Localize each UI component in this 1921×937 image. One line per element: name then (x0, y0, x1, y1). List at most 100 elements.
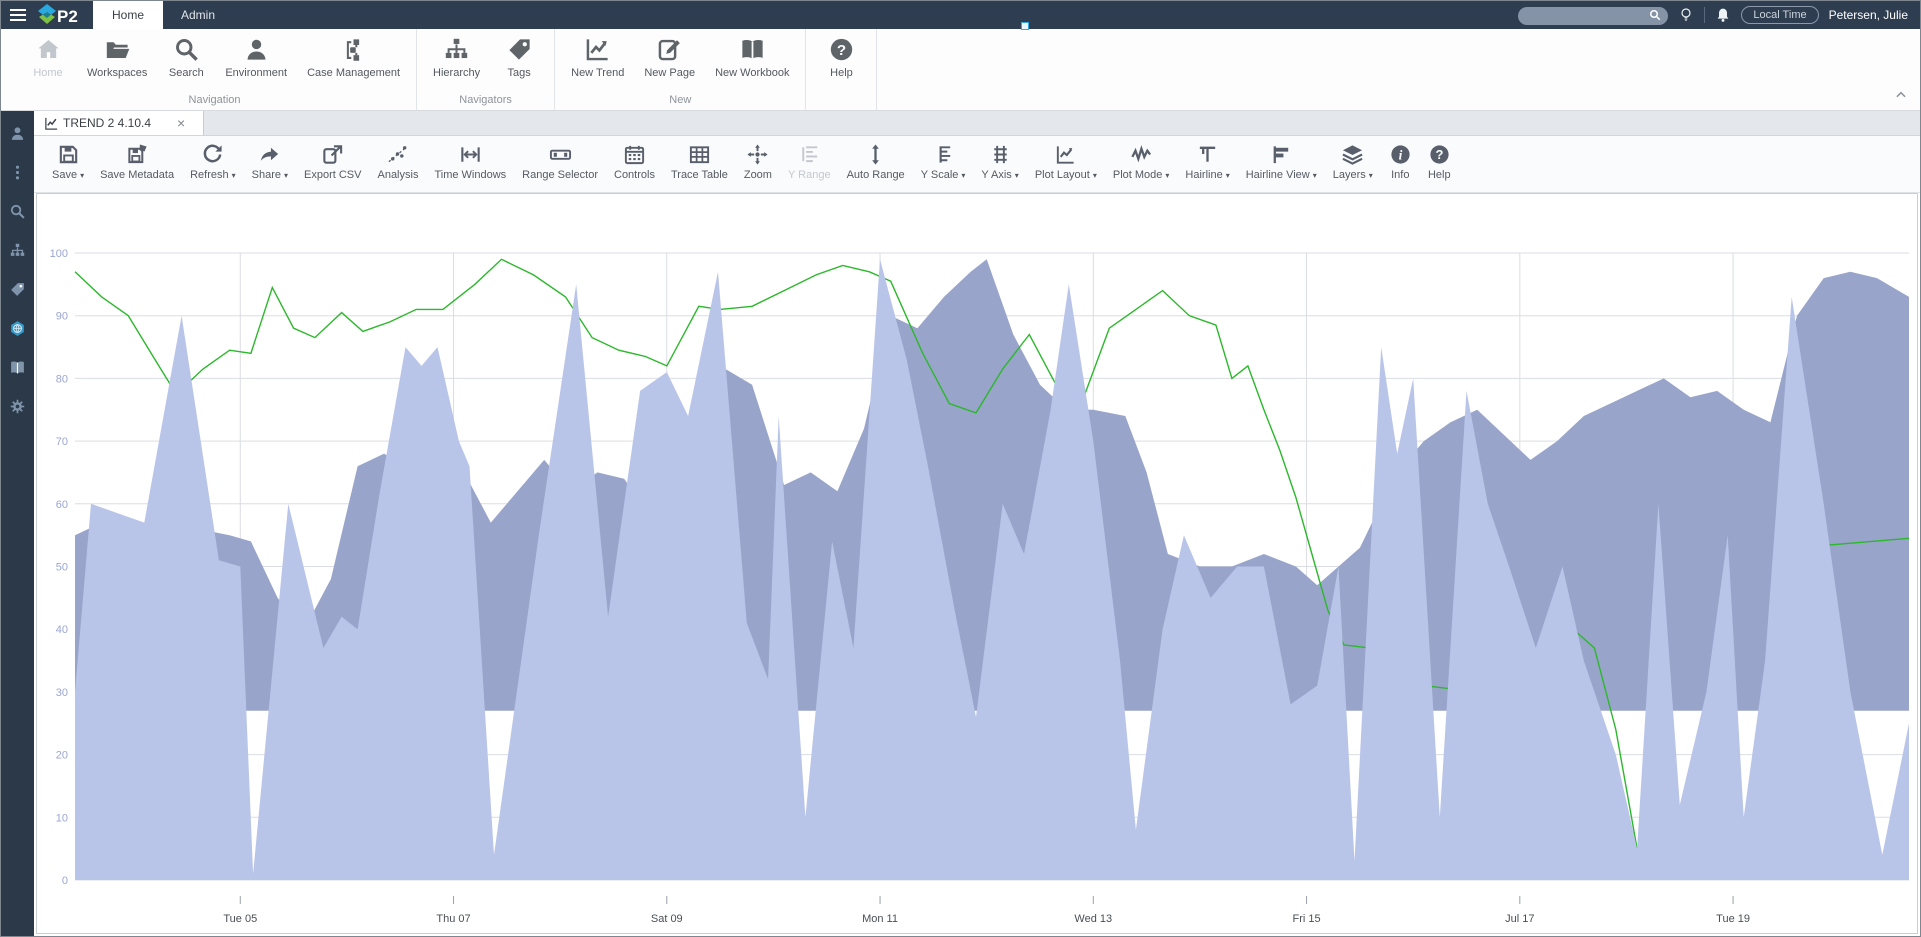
trend-toolbar-button-refresh[interactable]: Refresh ▾ (182, 142, 244, 182)
ribbon-group-navigators: Hierarchy Tags Navigators (417, 29, 556, 110)
person-icon (11, 127, 24, 140)
sidebar-item-hierarchy[interactable] (9, 242, 26, 264)
user-name[interactable]: Petersen, Julie (1828, 8, 1908, 22)
ribbon-button-new-workbook[interactable]: New Workbook (705, 34, 799, 81)
trend-icon (586, 39, 608, 61)
trend-toolbar-label: Save Metadata (100, 169, 175, 181)
trend-tab-icon (45, 117, 58, 130)
y-axis-tick-label: 80 (56, 373, 68, 385)
x-axis-tick-label: Tue 05 (223, 913, 257, 925)
lightbulb-icon[interactable] (1678, 7, 1694, 23)
trend-toolbar-button-time-windows[interactable]: Time Windows (426, 142, 514, 182)
ribbon-button-environment[interactable]: Environment (215, 34, 297, 81)
sidebar-item-tag[interactable] (9, 281, 26, 303)
trend-toolbar-label: Auto Range (846, 169, 905, 181)
info-icon: i (1391, 145, 1410, 164)
ribbon-button-case-management[interactable]: Case Management (297, 34, 410, 81)
analysis-icon (388, 146, 407, 163)
kebab-icon (15, 165, 20, 180)
ribbon-button-tags[interactable]: Tags (490, 34, 548, 81)
hierarchy-icon (445, 38, 468, 59)
global-search-input[interactable] (1518, 7, 1669, 25)
document-tab-trend[interactable]: TREND 2 4.10.4 × (34, 111, 204, 135)
trend-toolbar-label: Trace Table (670, 169, 728, 181)
share-icon (261, 147, 279, 161)
trend-toolbar-button-range-selector[interactable]: Range Selector (514, 142, 606, 182)
trend-toolbar-button-export-csv[interactable]: Export CSV (296, 142, 369, 182)
ribbon-button-new-page[interactable]: New Page (634, 34, 705, 81)
sidebar-item-person[interactable] (9, 125, 26, 147)
trend-toolbar-button-hairline-view[interactable]: Hairline View ▾ (1238, 142, 1325, 182)
trend-toolbar-label: Plot Mode ▾ (1112, 169, 1170, 181)
ribbon-toolbar: Home Workspaces Search Environment Case Mana… (1, 29, 1920, 111)
ribbon-button-label: Help (830, 67, 853, 79)
autorange-icon (872, 144, 879, 165)
svg-text:?: ? (1435, 147, 1443, 162)
ribbon-button-hierarchy[interactable]: Hierarchy (423, 34, 490, 81)
casemgmt-icon (346, 39, 360, 61)
sidebar-item-book[interactable] (9, 359, 26, 381)
trend-toolbar-button-y-axis[interactable]: Y Axis ▾ (973, 142, 1026, 182)
svg-text:i: i (1398, 147, 1402, 162)
trend-toolbar-button-save[interactable]: Save ▾ (44, 142, 92, 182)
hairlineview-icon (1273, 146, 1288, 164)
trend-toolbar-button-plot-mode[interactable]: Plot Mode ▾ (1105, 142, 1178, 182)
y-axis-tick-label: 100 (50, 248, 68, 260)
chevron-down-icon: ▾ (80, 171, 85, 180)
sidebar-item-hexglobe[interactable] (9, 320, 26, 342)
local-time-button[interactable]: Local Time (1741, 6, 1819, 24)
book-icon (742, 40, 763, 59)
indicator-square (1021, 22, 1029, 30)
sidebar-item-search[interactable] (9, 203, 26, 225)
trend-chart-svg[interactable]: 0 10 20 30 40 50 60 70 80 90 100 Tue 05 Thu 07 Sat 09… (37, 194, 1921, 931)
svg-text:?: ? (837, 42, 846, 59)
trend-toolbar-button-share[interactable]: Share ▾ (244, 142, 296, 182)
trend-toolbar-button-info[interactable]: i Info (1381, 142, 1420, 182)
ribbon-button-label: Search (168, 67, 204, 79)
close-tab-icon[interactable]: × (177, 115, 186, 131)
chevron-down-icon: ▾ (1014, 171, 1019, 180)
chevron-down-icon: ▾ (1165, 171, 1170, 180)
trend-toolbar-label: Help (1427, 169, 1451, 181)
trend-toolbar-label: Export CSV (304, 169, 362, 181)
folder-icon (106, 42, 129, 58)
gear-icon (10, 399, 25, 414)
x-axis-tick-label: Wed 13 (1074, 913, 1112, 925)
chevron-down-icon: ▾ (231, 171, 236, 180)
trend-toolbar-button-analysis[interactable]: Analysis (369, 142, 426, 182)
ribbon-button-help[interactable]: ? Help (812, 34, 870, 81)
ribbon-button-search[interactable]: Search (157, 34, 215, 81)
hexglobe-icon (11, 321, 24, 336)
ribbon-button-label: Hierarchy (433, 67, 481, 79)
trend-toolbar-button-plot-layout[interactable]: Plot Layout ▾ (1027, 142, 1105, 182)
ribbon-button-new-trend[interactable]: New Trend (561, 34, 634, 81)
help-icon: ? (830, 38, 853, 61)
trend-toolbar-button-controls[interactable]: Controls (606, 142, 663, 182)
notifications-bell-icon[interactable] (1715, 7, 1731, 23)
trend-toolbar-button-save-metadata[interactable]: Save Metadata (92, 142, 182, 182)
tab-admin[interactable]: Admin (181, 8, 216, 22)
y-axis-tick-label: 50 (56, 562, 68, 574)
hamburger-menu-icon[interactable] (1, 9, 35, 21)
sidebar-item-kebab[interactable] (9, 164, 26, 186)
trend-toolbar-button-hairline[interactable]: Hairline ▾ (1177, 142, 1237, 182)
global-search (1518, 6, 1669, 25)
y-axis-tick-label: 40 (56, 624, 68, 636)
layers-icon (1342, 145, 1363, 165)
y-axis-tick-label: 0 (62, 875, 68, 887)
x-axis-tick-label: Mon 11 (862, 913, 898, 925)
home-icon (37, 39, 59, 58)
collapse-ribbon-icon[interactable] (1894, 88, 1908, 102)
trend-toolbar-button-auto-range[interactable]: Auto Range (839, 142, 913, 182)
sidebar-item-gear[interactable] (9, 398, 26, 420)
trend-toolbar-button-y-scale[interactable]: Y Scale ▾ (913, 142, 974, 182)
trend-toolbar-button-zoom[interactable]: Zoom (736, 142, 780, 182)
trend-toolbar-button-help[interactable]: ? Help (1420, 142, 1459, 182)
tab-home[interactable]: Home (93, 1, 163, 29)
trend-toolbar-button-trace-table[interactable]: Trace Table (663, 142, 736, 182)
trend-toolbar-button-layers[interactable]: Layers ▾ (1325, 142, 1381, 182)
x-axis-tick-label: Tue 19 (1716, 913, 1750, 925)
zoomx-icon (747, 144, 768, 165)
y-axis-tick-label: 30 (56, 687, 68, 699)
ribbon-button-workspaces[interactable]: Workspaces (77, 34, 157, 81)
